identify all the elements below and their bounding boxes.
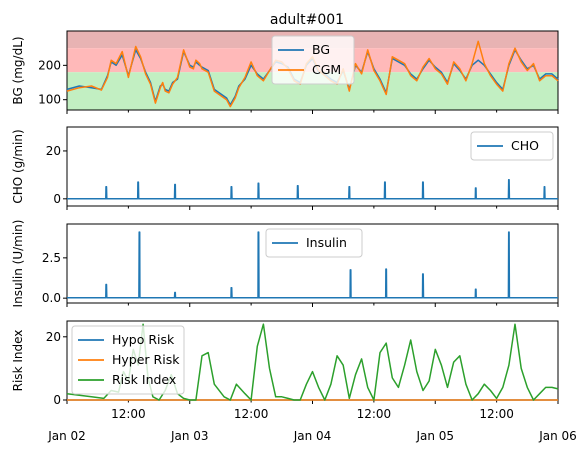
y-axis-label: CHO (g/min) xyxy=(11,129,25,203)
y-axis-label: Insulin (U/min) xyxy=(11,220,25,308)
y-tick-label: 200 xyxy=(38,58,61,72)
legend-label: Risk Index xyxy=(112,372,176,387)
legend-label: CGM xyxy=(312,62,341,77)
y-axis-label: Risk Index xyxy=(11,330,25,392)
series-cho xyxy=(67,178,558,200)
y-tick-label: 100 xyxy=(38,93,61,107)
y-axis-label: BG (mg/dL) xyxy=(11,36,25,104)
x-tick-label-date: Jan 03 xyxy=(170,429,209,443)
legend-label: Hypo Risk xyxy=(112,332,175,347)
y-tick-label: 0 xyxy=(53,393,61,407)
chart-title: adult#001 xyxy=(270,12,344,28)
y-tick-label: 0.0 xyxy=(42,291,61,305)
x-tick-label-date: Jan 04 xyxy=(293,429,332,443)
y-tick-label: 2.5 xyxy=(42,251,61,265)
x-tick-label-time: 12:00 xyxy=(234,407,269,421)
legend-label: CHO xyxy=(511,138,539,153)
y-tick-label: 20 xyxy=(46,330,61,344)
y-tick-label: 0 xyxy=(53,192,61,206)
x-tick-label-time: 12:00 xyxy=(357,407,392,421)
legend-box xyxy=(470,131,554,161)
legend-label: Insulin xyxy=(306,235,347,250)
legend-label: Hyper Risk xyxy=(112,352,180,367)
legend-box xyxy=(271,35,355,85)
x-tick-label-date: Jan 06 xyxy=(538,429,577,443)
series-insulin xyxy=(67,231,558,299)
y-tick-label: 20 xyxy=(46,144,61,158)
x-tick-label-date: Jan 05 xyxy=(415,429,454,443)
legend-label: BG xyxy=(312,42,330,57)
x-tick-label-time: 12:00 xyxy=(479,407,514,421)
legend-box xyxy=(265,228,363,258)
x-tick-label-time: 12:00 xyxy=(111,407,146,421)
legend-box xyxy=(71,325,185,395)
x-tick-label-date: Jan 02 xyxy=(47,429,86,443)
